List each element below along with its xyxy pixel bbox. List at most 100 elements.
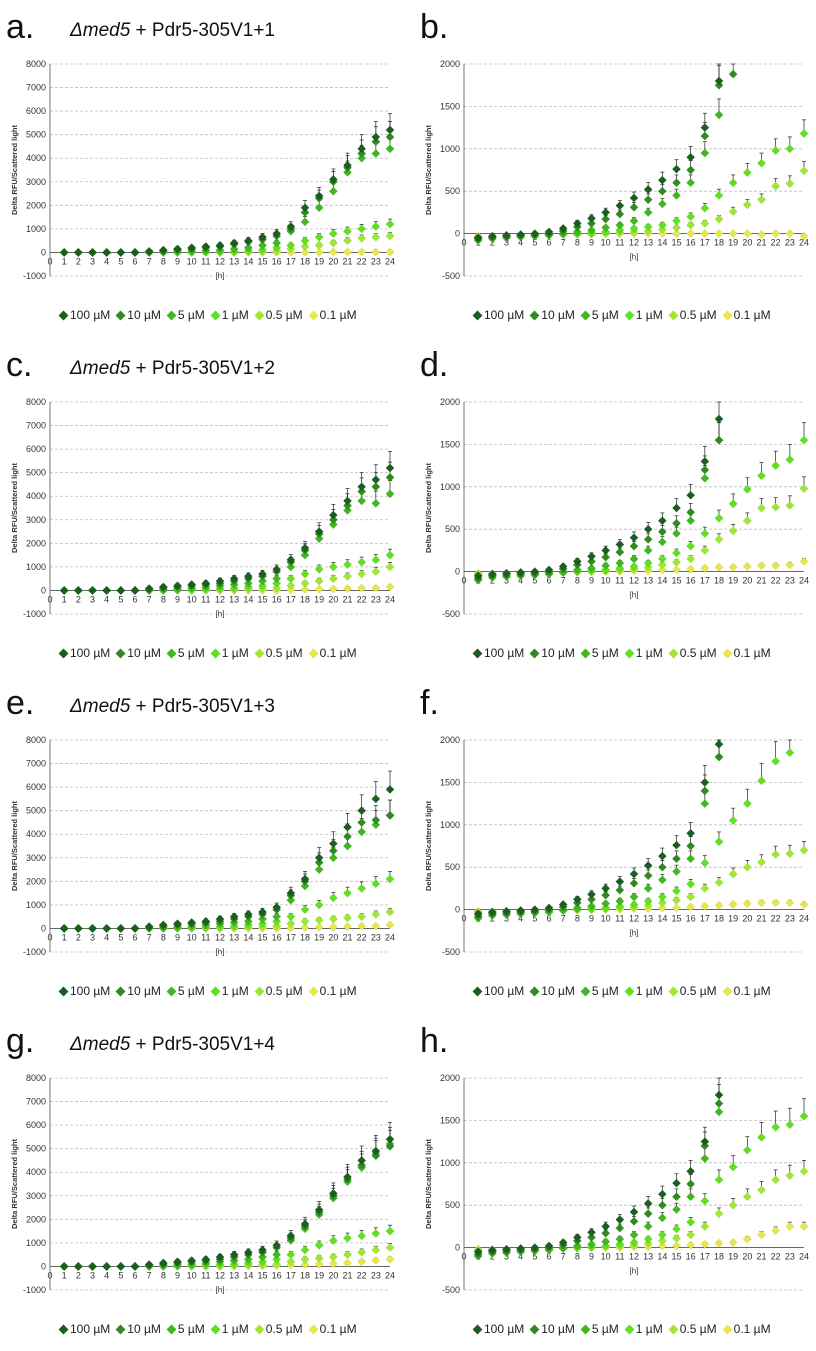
legend-marker: [580, 986, 591, 996]
data-point: [385, 125, 395, 135]
data-point: [587, 218, 596, 228]
x-tick-label: 16: [686, 238, 696, 248]
x-tick-label: 0: [47, 932, 52, 942]
data-point: [328, 1188, 338, 1198]
x-tick-label: 20: [328, 594, 338, 604]
x-tick-label: 17: [286, 932, 296, 942]
legend-marker: [624, 648, 635, 658]
data-point: [215, 240, 225, 250]
data-point: [799, 1111, 809, 1121]
y-tick-label: 6000: [26, 106, 46, 116]
legend-item: 100 µM: [472, 984, 524, 998]
data-point: [215, 1252, 225, 1262]
data-point: [229, 574, 239, 584]
data-point: [516, 567, 526, 577]
x-tick-label: 9: [589, 914, 594, 924]
x-tick-label: 8: [161, 1270, 166, 1280]
data-point: [686, 165, 696, 175]
data-point: [700, 528, 710, 538]
data-point: [530, 1243, 540, 1253]
x-axis-title: [h]: [630, 929, 639, 938]
legend-label: 0.1 µM: [319, 984, 357, 998]
x-tick-label: 16: [272, 594, 282, 604]
data-point: [385, 920, 395, 930]
x-tick-label: 9: [589, 576, 594, 586]
x-tick-label: 21: [756, 914, 766, 924]
x-axis-title: [h]: [630, 253, 639, 262]
x-tick-label: 7: [561, 914, 566, 924]
data-point: [343, 167, 352, 177]
x-tick-label: 12: [629, 1252, 639, 1262]
y-tick-label: -1000: [23, 609, 46, 619]
data-point: [73, 1261, 83, 1271]
data-point: [700, 1154, 710, 1164]
data-point: [343, 226, 352, 236]
legend-item: 5 µM: [580, 984, 619, 998]
x-tick-label: 21: [756, 238, 766, 248]
y-tick-label: 8000: [26, 1073, 46, 1083]
data-point: [258, 1257, 267, 1267]
data-point: [328, 186, 338, 196]
x-tick-label: 12: [215, 256, 225, 266]
data-point: [700, 203, 710, 213]
data-point: [371, 820, 381, 830]
data-point: [799, 484, 809, 493]
data-point: [728, 499, 738, 509]
data-point: [300, 217, 310, 227]
data-point: [643, 195, 653, 205]
legend-marker: [529, 310, 540, 320]
legend-marker: [210, 310, 221, 320]
x-tick-label: 4: [518, 1252, 523, 1262]
data-point: [286, 895, 296, 905]
data-point: [73, 585, 83, 595]
legend-item: 10 µM: [115, 1322, 161, 1336]
data-point: [229, 912, 239, 922]
legend-label: 100 µM: [484, 646, 525, 660]
x-tick-label: 11: [201, 594, 210, 604]
x-axis-title: [h]: [216, 1285, 225, 1294]
data-point: [572, 227, 582, 237]
x-tick-label: 4: [104, 932, 109, 942]
data-point: [328, 1259, 338, 1269]
legend-item: 0.5 µM: [254, 308, 303, 322]
legend-label: 1 µM: [635, 646, 663, 660]
data-point: [371, 1256, 381, 1266]
legend-label: 0.1 µM: [319, 308, 357, 322]
legend-item: 1 µM: [210, 1322, 249, 1336]
data-point: [314, 527, 324, 537]
legend-marker: [115, 986, 126, 996]
data-point: [314, 576, 324, 586]
x-tick-label: 18: [300, 594, 310, 604]
data-point: [714, 562, 724, 572]
legend: 100 µM 10 µM 5 µM 1 µM 0.5 µM 0.1 µM: [58, 646, 400, 660]
data-point: [258, 907, 267, 917]
data-point: [59, 247, 69, 257]
data-point: [286, 1257, 296, 1267]
x-tick-label: 9: [589, 238, 594, 248]
data-point: [615, 558, 625, 568]
data-point: [314, 1240, 324, 1250]
data-point: [357, 496, 367, 506]
data-point: [314, 865, 324, 875]
data-point: [714, 1090, 724, 1100]
data-point: [371, 815, 381, 825]
x-tick-label: 6: [132, 594, 137, 604]
legend-item: 1 µM: [210, 646, 249, 660]
legend-marker: [472, 1324, 483, 1334]
x-tick-label: 19: [728, 1252, 738, 1262]
data-point: [742, 484, 752, 494]
data-point: [286, 888, 296, 898]
x-tick-label: 15: [257, 1270, 267, 1280]
data-point: [700, 858, 710, 868]
y-tick-label: 3000: [26, 177, 46, 187]
data-point: [328, 1236, 338, 1246]
data-point: [672, 503, 681, 513]
y-tick-label: 4000: [26, 491, 46, 501]
data-point: [516, 229, 526, 239]
y-tick-label: 6000: [26, 1120, 46, 1130]
x-tick-label: 1: [62, 1270, 67, 1280]
data-point: [314, 584, 324, 594]
data-point: [799, 1221, 809, 1231]
legend-item: 1 µM: [210, 984, 249, 998]
